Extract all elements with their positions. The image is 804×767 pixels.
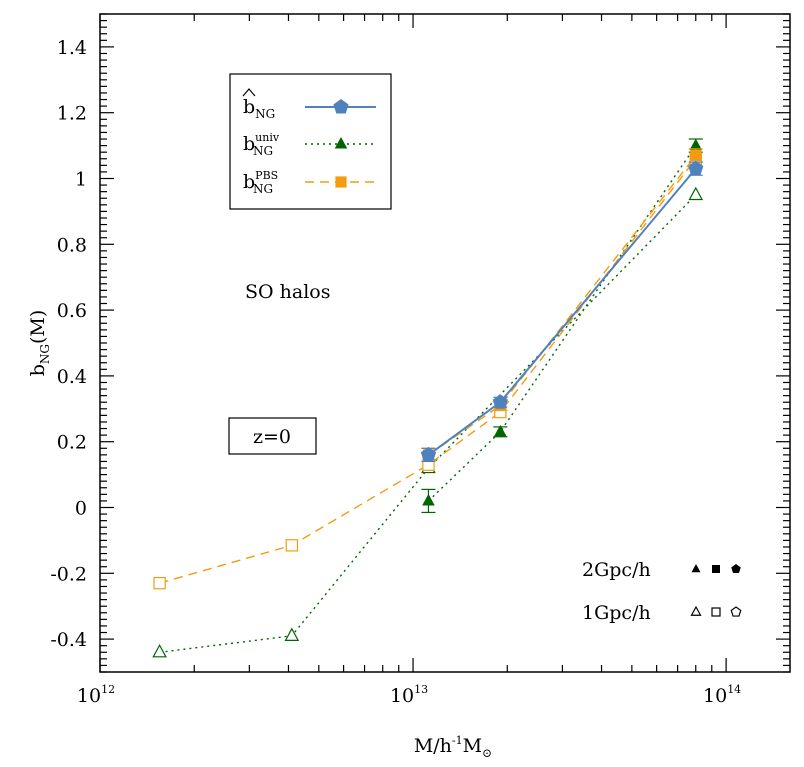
- point-2gpc-hat: [688, 160, 704, 176]
- legend-label-hat: bNG: [243, 96, 275, 121]
- legend-box: [229, 73, 392, 210]
- y-tick-label: 1.2: [57, 103, 87, 125]
- box-1gpc-square-icon: [711, 607, 721, 617]
- x-tick-labels: 1012 1013 1014: [77, 683, 741, 707]
- halo-type-annotation: SO halos: [245, 281, 330, 303]
- point-1gpc-univ: [688, 186, 704, 201]
- series-layer: [152, 138, 704, 658]
- redshift-box: z=0: [228, 417, 317, 455]
- x-tick-label: 1012: [77, 683, 115, 707]
- point-1gpc-univ: [152, 644, 167, 658]
- x-tick-label: 1014: [703, 683, 741, 707]
- redshift-frame: [228, 417, 317, 455]
- legend-marker-hat: [333, 99, 349, 114]
- legend: bNG buniv NG bPBS NG: [229, 73, 392, 210]
- box-2gpc-triangle-icon: [691, 564, 701, 573]
- y-tick-label: 1.4: [57, 37, 87, 59]
- legend-label-pbs: bPBS NG: [243, 169, 278, 196]
- box-symbols: [690, 564, 742, 617]
- point-2gpc-univ: [422, 493, 435, 506]
- point-2gpc-hat: [420, 446, 437, 462]
- legend-label-univ: buniv NG: [243, 131, 280, 158]
- plot-frame: [99, 13, 791, 673]
- y-tick-label: 0.6: [57, 300, 87, 322]
- y-tick-label: 0: [75, 498, 87, 520]
- point-2gpc-univ: [494, 424, 507, 437]
- legend-hat-mark: [242, 88, 256, 97]
- box-1gpc-triangle-icon: [690, 605, 702, 616]
- y-tick-label: 0.4: [57, 366, 87, 388]
- point-2gpc-hat: [492, 394, 508, 409]
- box-2gpc-square-icon: [712, 565, 720, 573]
- series-line-2gpc-pbs: [428, 155, 697, 456]
- y-tick-label: 1: [75, 169, 87, 191]
- x-tick-label: 1013: [390, 683, 428, 707]
- y-tick-label: 0.2: [57, 432, 87, 454]
- box-1gpc-label: 1Gpc/h: [582, 602, 651, 624]
- point-1gpc-pbs: [285, 539, 299, 552]
- box-2gpc-label: 2Gpc/h: [582, 559, 651, 581]
- y-tick-labels: -0.4 -0.2 0 0.2 0.4 0.6 0.8 1 1.2 1.4: [50, 37, 87, 651]
- axis-ticks: [99, 13, 790, 673]
- y-axis-label: bNG(M): [27, 310, 52, 377]
- y-tick-label: 0.8: [57, 234, 87, 256]
- y-tick-label: -0.4: [50, 629, 87, 651]
- point-1gpc-univ: [284, 627, 300, 641]
- redshift-label: z=0: [253, 426, 291, 448]
- legend-marker-univ: [334, 137, 348, 149]
- y-tick-label: -0.2: [50, 563, 87, 585]
- box-1gpc-pentagon-icon: [730, 606, 742, 617]
- x-axis-label: M/h-1M⊙: [414, 734, 492, 760]
- point-2gpc-univ: [689, 138, 703, 151]
- series-line-2gpc-univ: [428, 145, 697, 502]
- series-line-1gpc-pbs: [159, 158, 697, 584]
- box-2gpc-pentagon-icon: [731, 564, 741, 574]
- point-1gpc-pbs: [153, 576, 166, 590]
- legend-entries: bNG buniv NG bPBS NG: [242, 88, 376, 196]
- point-2gpc-pbs: [690, 149, 702, 162]
- legend-marker-pbs: [335, 176, 347, 188]
